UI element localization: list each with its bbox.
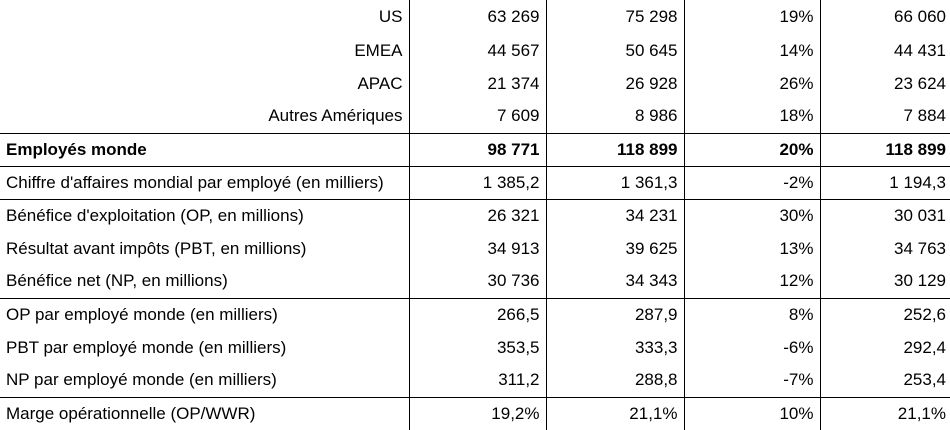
row-label-cell: Marge opérationnelle (OP/WWR) [0,396,410,430]
value-col2-cell: 1 361,3 [545,165,684,199]
row-label-cell: Chiffre d'affaires mondial par employé (… [0,165,410,199]
table-row: US 63 269 75 298 19% 66 060 [0,0,950,34]
change-pct-cell: 18% [683,100,820,133]
table-row: APAC 21 374 26 928 26% 23 624 [0,67,950,100]
change-pct-cell: 8% [683,297,820,331]
value-col2-cell: 287,9 [545,297,684,331]
change-pct-cell: -6% [683,331,820,364]
change-pct-cell: 13% [683,232,820,265]
table-row: OP par employé monde (en milliers) 266,5 2… [0,297,950,331]
value-col2-cell: 26 928 [545,67,684,100]
change-pct-cell: 14% [683,34,820,67]
value-col1-cell: 7 609 [408,100,546,133]
value-col2-cell: 8 986 [545,100,684,133]
value-col4-cell: 1 194,3 [819,165,950,199]
value-col4-cell: 34 763 [819,232,950,265]
value-col1-cell: 63 269 [408,0,546,34]
value-col4-cell: 253,4 [819,364,950,397]
value-col1-cell: 30 736 [408,265,546,298]
value-col1-cell: 311,2 [408,364,546,397]
value-col2-cell: 34 231 [545,198,684,232]
value-col1-cell: 34 913 [408,232,546,265]
row-label-cell: NP par employé monde (en milliers) [0,364,410,397]
change-pct-cell: 20% [683,132,820,166]
table-row: Employés monde 98 771 118 899 20% 118 899 [0,132,950,166]
table-row: Marge opérationnelle (OP/WWR) 19,2% 21,1% 1… [0,396,950,430]
row-label-cell: EMEA [0,34,410,67]
change-pct-cell: -2% [683,165,820,199]
value-col1-cell: 26 321 [408,198,546,232]
value-col2-cell: 21,1% [545,396,684,430]
value-col1-cell: 1 385,2 [408,165,546,199]
table-row: Autres Amériques 7 609 8 986 18% 7 884 [0,100,950,133]
change-pct-cell: 26% [683,67,820,100]
table-row: PBT par employé monde (en milliers) 353,5… [0,331,950,364]
change-pct-cell: 10% [683,396,820,430]
value-col4-cell: 23 624 [819,67,950,100]
value-col2-cell: 118 899 [545,132,684,166]
row-label-cell: Bénéfice net (NP, en millions) [0,265,410,298]
row-label-cell: Résultat avant impôts (PBT, en millions) [0,232,410,265]
value-col4-cell: 44 431 [819,34,950,67]
table-row: EMEA 44 567 50 645 14% 44 431 [0,34,950,67]
value-col1-cell: 353,5 [408,331,546,364]
value-col1-cell: 19,2% [408,396,546,430]
value-col4-cell: 30 129 [819,265,950,298]
value-col1-cell: 98 771 [408,132,546,166]
table-row: NP par employé monde (en milliers) 311,2 2… [0,364,950,397]
row-label-cell: APAC [0,67,410,100]
value-col2-cell: 333,3 [545,331,684,364]
value-col4-cell: 252,6 [819,297,950,331]
value-col4-cell: 7 884 [819,100,950,133]
value-col4-cell: 66 060 [819,0,950,34]
table-row: Résultat avant impôts (PBT, en millions)… [0,232,950,265]
value-col4-cell: 30 031 [819,198,950,232]
change-pct-cell: 12% [683,265,820,298]
row-label-cell: US [0,0,410,34]
change-pct-cell: 19% [683,0,820,34]
table-row: Bénéfice net (NP, en millions) 30 736 34 3… [0,265,950,298]
value-col2-cell: 288,8 [545,364,684,397]
value-col2-cell: 50 645 [545,34,684,67]
row-label-cell: OP par employé monde (en milliers) [0,297,410,331]
row-label-cell: Bénéfice d'exploitation (OP, en millions… [0,198,410,232]
value-col2-cell: 75 298 [545,0,684,34]
value-col2-cell: 39 625 [545,232,684,265]
value-col1-cell: 266,5 [408,297,546,331]
value-col2-cell: 34 343 [545,265,684,298]
table-row: Bénéfice d'exploitation (OP, en millions… [0,198,950,232]
row-label-cell: Employés monde [0,132,410,166]
value-col4-cell: 21,1% [819,396,950,430]
value-col1-cell: 44 567 [408,34,546,67]
table-row: Chiffre d'affaires mondial par employé (… [0,165,950,199]
row-label-cell: PBT par employé monde (en milliers) [0,331,410,364]
change-pct-cell: 30% [683,198,820,232]
change-pct-cell: -7% [683,364,820,397]
row-label-cell: Autres Amériques [0,100,410,133]
value-col1-cell: 21 374 [408,67,546,100]
value-col4-cell: 118 899 [819,132,950,166]
value-col4-cell: 292,4 [819,331,950,364]
